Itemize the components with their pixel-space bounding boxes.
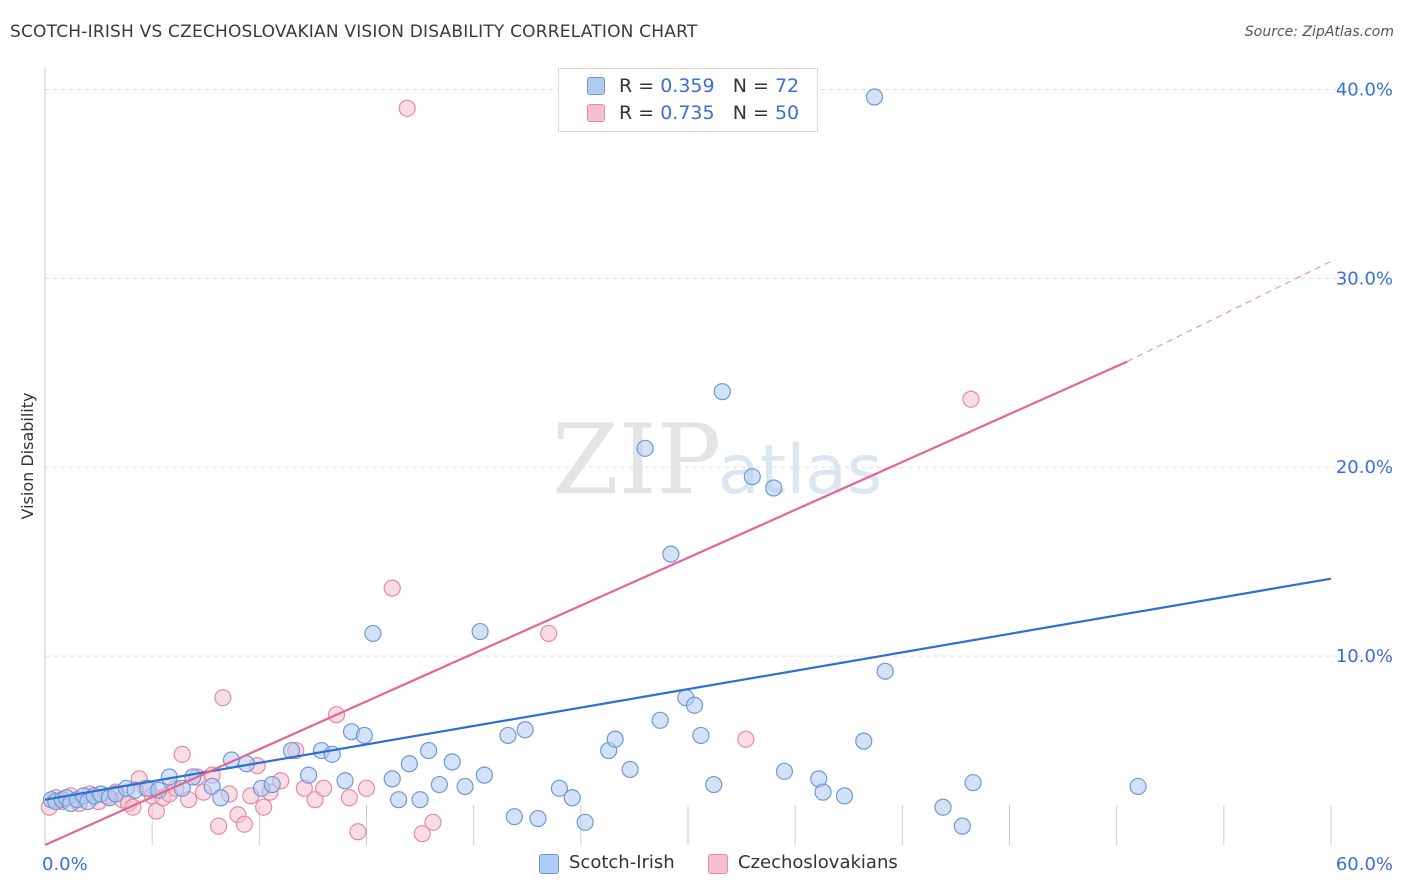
scotch-irish-point <box>300 766 318 784</box>
x-tick-label: 0.0% <box>42 854 88 875</box>
scotch-irish-point <box>775 762 794 780</box>
czechoslovakians-point <box>235 815 253 833</box>
scotch-irish-point <box>563 789 581 807</box>
r-label: R = <box>619 75 661 97</box>
scotch-irish-point <box>743 468 761 486</box>
chart-title: SCOTCH-IRISH VS CZECHOSLOVAKIAN VISION D… <box>10 22 698 42</box>
scotch-irish-point <box>390 791 408 809</box>
scotch-irish-point <box>420 741 438 760</box>
watermark: ZIP atlas <box>552 404 882 516</box>
scotch-irish-point <box>865 88 884 106</box>
y-tick-label: 40.0% <box>1336 79 1393 100</box>
czechoslovakians-point <box>255 798 273 816</box>
czechoslovakians-point <box>424 813 442 831</box>
scotch-irish-point <box>516 721 534 739</box>
scotch-irish-point <box>662 545 680 563</box>
czechoslovakians-point <box>214 689 232 707</box>
scotch-irish-point <box>692 726 710 745</box>
scotch-irish-point <box>550 779 569 797</box>
scotch-irish-point <box>636 439 654 457</box>
scotch-irish-point <box>685 696 704 714</box>
watermark-atlas: atlas <box>718 431 882 510</box>
n-value: 72 <box>774 75 800 97</box>
czechoslovakians-trend-line <box>44 360 1128 847</box>
scotch-irish-point <box>443 753 461 771</box>
czechoslovakians-point <box>306 791 324 809</box>
trend-lines <box>44 260 1332 847</box>
y-tick-label: 10.0% <box>1336 646 1393 667</box>
scotch-irish-point <box>934 798 952 816</box>
n-value: 50 <box>774 102 800 124</box>
scotch-irish-point <box>606 730 624 748</box>
blue-swatch <box>539 854 559 874</box>
scotch-irish-point <box>505 808 523 826</box>
scotch-irish-point <box>621 760 639 779</box>
scotch-irish-point <box>263 775 281 794</box>
scotch-irish-point <box>364 624 382 643</box>
scotch-irish-point <box>814 783 832 801</box>
scotch-irish-point <box>430 775 448 794</box>
scotch-irish-point <box>411 791 429 809</box>
gridlines <box>45 88 1371 657</box>
scotch-irish-point <box>471 622 489 641</box>
scotch-irish-point <box>651 711 669 729</box>
scotch-irish-point <box>765 479 783 497</box>
scotch-irish-point <box>383 770 401 788</box>
scotch-irish-point <box>835 787 854 805</box>
scotch-irish-point <box>1129 777 1147 796</box>
scotch-irish-point <box>876 662 894 680</box>
scotch-irish-point <box>355 726 373 745</box>
y-tick-label: 30.0% <box>1336 268 1393 289</box>
r-value: 0.359 <box>660 75 715 97</box>
tick-labels: 10.0% 20.0% 30.0% 40.0% 0.0% 60.0% <box>42 79 1393 875</box>
legend-label: Scotch-Irish <box>569 852 675 873</box>
scotch-irish-point <box>855 732 873 750</box>
blue-swatch <box>587 77 605 95</box>
czechoslovakians-point <box>315 779 333 797</box>
czechoslovakians-point <box>173 745 191 763</box>
czechoslovakians-point <box>349 823 367 841</box>
r-value: 0.735 <box>660 102 715 124</box>
n-label: N = <box>732 102 775 124</box>
scotch-irish-point <box>282 741 301 760</box>
czechoslovakians-point <box>962 390 980 408</box>
scotch-irish-point <box>964 774 982 792</box>
watermark-zip: ZIP <box>552 404 721 516</box>
stats-legend: R = 0.359 N = 72 R = 0.735 N = 50 <box>558 68 818 132</box>
czechoslovakians-point <box>383 579 401 597</box>
scotch-irish-point <box>499 726 517 745</box>
scotch-irish-point <box>203 777 221 796</box>
scotch-irish-point <box>576 813 594 831</box>
czechoslovakians-point <box>398 99 416 117</box>
pink-swatch <box>587 104 605 122</box>
czechoslovakians-point <box>357 779 376 797</box>
scotch-irish-point <box>212 789 230 807</box>
n-label: N = <box>732 75 775 97</box>
r-label: R = <box>619 102 661 124</box>
czechoslovakians-point <box>340 789 358 807</box>
legend-label: Czechoslovakians <box>738 852 898 873</box>
scotch-irish-point <box>400 755 418 773</box>
czechoslovakians-point <box>210 817 228 835</box>
scotch-irish-point <box>713 383 731 401</box>
scotch-irish-point <box>336 772 354 790</box>
scotch-irish-trend-line <box>44 577 1332 801</box>
scotch-irish-point <box>705 775 723 794</box>
x-tick-label: 60.0% <box>1336 854 1393 875</box>
pink-swatch <box>708 854 728 874</box>
scotch-irish-point <box>953 817 971 835</box>
scotch-irish-point <box>529 809 547 828</box>
czechoslovakians-trend-extension <box>1127 260 1332 362</box>
scotch-irish-point <box>456 777 474 796</box>
source-label: Source: ZipAtlas.com <box>1244 24 1394 40</box>
czechoslovakians-point <box>540 624 558 643</box>
czechoslovakians-point <box>737 730 755 748</box>
czechoslovakians-point <box>413 825 431 843</box>
scotch-irish-point <box>475 766 493 784</box>
y-tick-label: 20.0% <box>1336 457 1393 478</box>
y-axis-label: Vision Disability <box>18 393 37 520</box>
